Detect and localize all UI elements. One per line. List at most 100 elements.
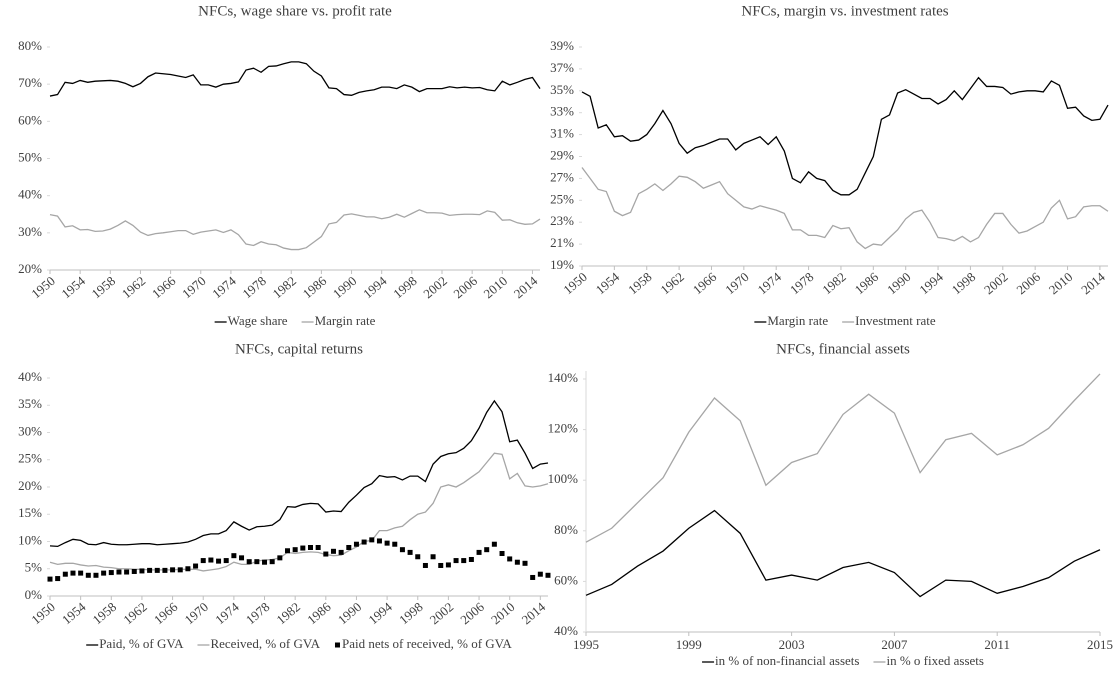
y-tick-label: 29% (550, 147, 574, 162)
x-tick-label: 1970 (722, 269, 752, 297)
data-point (262, 559, 268, 565)
y-tick-label: 5% (25, 560, 43, 575)
data-point (116, 569, 122, 575)
y-tick-label: 70% (18, 75, 42, 90)
data-point (484, 547, 490, 553)
x-tick-label: 1986 (300, 273, 330, 302)
legend: Margin rate Investment rate (754, 313, 936, 328)
legend-label: Paid nets of received, % of GVA (342, 636, 512, 651)
data-point (185, 566, 191, 572)
legend-label: Paid, % of GVA (99, 636, 184, 651)
x-tick-label: 2014 (511, 273, 541, 302)
data-point (285, 548, 291, 554)
y-tick-label: 30% (18, 423, 42, 438)
x-tick-label: 2007 (881, 637, 908, 652)
legend: in % of non-financial assets in % o fixed… (702, 653, 984, 668)
legend-label: Investment rate (855, 313, 936, 328)
x-tick-label: 1998 (390, 273, 420, 301)
y-tick-label: 37% (550, 60, 574, 75)
data-point (47, 576, 53, 582)
x-tick-label: 1950 (560, 269, 590, 297)
x-tick-label: 1978 (243, 599, 273, 627)
data-point (491, 541, 497, 547)
legend-label: in % o fixed assets (886, 653, 983, 668)
x-tick-label: 1999 (676, 637, 702, 652)
data-point (208, 557, 214, 563)
data-point (193, 563, 199, 569)
data-point (62, 571, 68, 577)
data-point (407, 549, 413, 555)
data-point (277, 555, 283, 561)
x-tick-label: 2014 (519, 599, 549, 628)
data-point (300, 545, 306, 551)
data-point (330, 548, 336, 554)
x-tick-label: 1962 (120, 599, 150, 627)
data-point (239, 555, 245, 561)
data-point (70, 570, 76, 576)
chart-title: NFCs, capital returns (235, 341, 363, 357)
data-point (292, 547, 298, 553)
x-tick-label: 1966 (149, 273, 179, 302)
data-point (315, 544, 321, 550)
data-line (581, 167, 1109, 250)
chart-title: NFCs, wage share vs. profit rate (198, 3, 392, 19)
data-point (453, 558, 459, 564)
x-tick-label: 1990 (884, 269, 914, 297)
y-tick-label: 35% (18, 396, 42, 411)
data-point (170, 567, 176, 573)
chart-title: NFCs, margin vs. investment rates (741, 3, 948, 19)
y-tick-label: 20% (18, 478, 42, 493)
data-point (376, 538, 382, 544)
y-tick-label: 10% (18, 532, 42, 547)
data-point (537, 571, 543, 577)
y-tick-label: 80% (554, 522, 578, 537)
y-tick-label: 60% (554, 572, 578, 587)
data-point (101, 570, 107, 576)
x-tick-label: 2011 (984, 637, 1010, 652)
data-line (49, 61, 541, 97)
x-tick-label: 1982 (270, 273, 300, 301)
y-tick-label: 80% (18, 38, 42, 53)
x-tick-label: 1978 (239, 273, 269, 301)
y-tick-label: 39% (550, 38, 574, 53)
y-tick-label: 25% (18, 451, 42, 466)
data-point (514, 559, 520, 565)
data-line (49, 399, 549, 548)
data-point (177, 567, 183, 573)
x-tick-label: 1966 (690, 269, 720, 298)
x-tick-label: 2002 (420, 273, 450, 301)
x-tick-label: 2003 (779, 637, 805, 652)
data-point (361, 539, 367, 545)
legend-swatch (334, 642, 340, 648)
data-point (139, 568, 145, 574)
y-tick-label: 60% (18, 112, 42, 127)
x-tick-label: 1994 (365, 599, 395, 628)
x-tick-label: 2010 (488, 599, 518, 627)
x-tick-label: 1974 (209, 273, 239, 302)
data-point (223, 558, 229, 564)
data-point (246, 559, 252, 565)
x-tick-label: 1994 (916, 269, 946, 298)
x-tick-label: 2014 (1078, 269, 1108, 298)
legend-label: in % of non-financial assets (715, 653, 859, 668)
y-tick-label: 120% (548, 421, 579, 436)
x-tick-label: 2002 (427, 599, 457, 627)
y-tick-label: 21% (550, 235, 574, 250)
x-tick-label: 1990 (330, 273, 360, 301)
y-tick-label: 0% (25, 587, 43, 602)
x-tick-label: 2006 (450, 273, 480, 302)
legend: Paid, % of GVA Received, % of GVA Paid net… (86, 636, 512, 651)
x-tick-label: 1995 (573, 637, 599, 652)
x-tick-label: 1998 (396, 599, 426, 627)
x-tick-label: 2006 (1013, 269, 1043, 298)
x-tick-label: 1950 (28, 599, 58, 627)
data-point (507, 556, 513, 562)
data-point (545, 572, 551, 578)
x-tick-label: 1958 (89, 273, 119, 301)
data-point (438, 562, 444, 568)
y-tick-label: 100% (548, 471, 579, 486)
legend-label: Received, % of GVA (210, 636, 320, 651)
data-point (415, 554, 421, 560)
x-tick-label: 1990 (335, 599, 365, 627)
